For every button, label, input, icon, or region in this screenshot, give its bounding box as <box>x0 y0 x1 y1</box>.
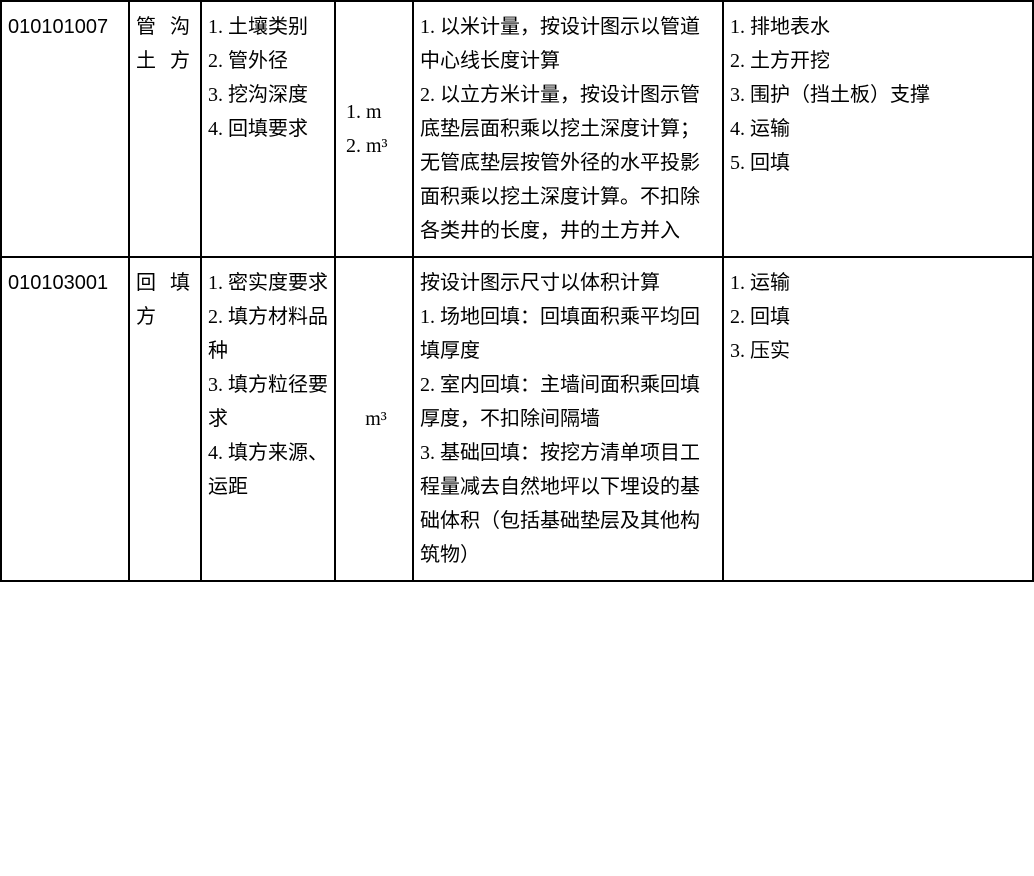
calc-cell: 1. 以米计量，按设计图示以管道中心线长度计算 2. 以立方米计量，按设计图示管… <box>413 1 723 257</box>
feature-cell: 1. 密实度要求 2. 填方材料品种 3. 填方粒径要求 4. 填方来源、运距 <box>201 257 335 581</box>
unit-line-2: 2. m³ <box>346 129 388 163</box>
unit-line-2: m³ <box>365 402 387 436</box>
name-cell: 管沟土方 <box>129 1 201 257</box>
table-row: 010103001 回填方 1. 密实度要求 2. 填方材料品种 3. 填方粒径… <box>1 257 1033 581</box>
feature-cell: 1. 土壤类别 2. 管外径 3. 挖沟深度 4. 回填要求 <box>201 1 335 257</box>
calc-cell: 按设计图示尺寸以体积计算 1. 场地回填：回填面积乘平均回填厚度 2. 室内回填… <box>413 257 723 581</box>
code-cell: 010101007 <box>1 1 129 257</box>
code-cell: 010103001 <box>1 257 129 581</box>
table-row: 010101007 管沟土方 1. 土壤类别 2. 管外径 3. 挖沟深度 4.… <box>1 1 1033 257</box>
unit-cell: 1. m 2. m³ <box>335 1 413 257</box>
unit-line-1: 1. m <box>346 95 382 129</box>
work-cell: 1. 运输 2. 回填 3. 压实 <box>723 257 1033 581</box>
unit-cell: m³ <box>335 257 413 581</box>
spec-table: 010101007 管沟土方 1. 土壤类别 2. 管外径 3. 挖沟深度 4.… <box>0 0 1034 582</box>
name-cell: 回填方 <box>129 257 201 581</box>
work-cell: 1. 排地表水 2. 土方开挖 3. 围护（挡土板）支撑 4. 运输 5. 回填 <box>723 1 1033 257</box>
